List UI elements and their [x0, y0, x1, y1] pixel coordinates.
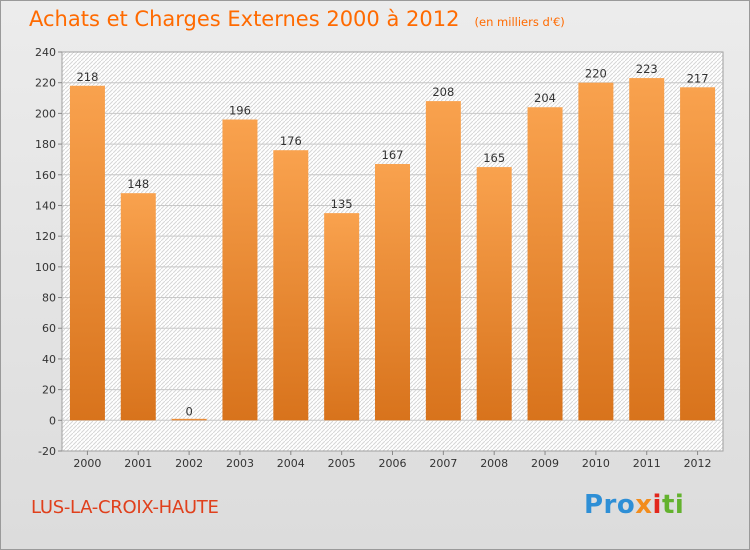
- x-tick-label: 2012: [684, 457, 712, 470]
- x-axis: 2000 2001 2002 2003 2004 2005 2006 2007 2008 2009…: [73, 451, 712, 470]
- logo-part: x: [635, 490, 653, 520]
- y-tick-label: 40: [42, 353, 56, 366]
- y-tick-label: 220: [35, 77, 56, 90]
- bar: [680, 87, 716, 421]
- x-tick-label: 2004: [277, 457, 305, 470]
- bar: [629, 78, 665, 421]
- bars: [69, 78, 716, 421]
- x-tick-label: 2008: [480, 457, 508, 470]
- bar: [375, 164, 410, 421]
- y-tick-label: 160: [35, 169, 56, 182]
- bar: [425, 101, 461, 421]
- x-tick-label: 2001: [124, 457, 152, 470]
- bar: [324, 213, 360, 421]
- bar-value-label: 135: [331, 197, 353, 211]
- data-labels: 218 148 0 196 176 135 167 208 165 204 220 223 217: [76, 62, 708, 418]
- bar-value-label: 196: [229, 104, 251, 118]
- bar-value-label: 148: [127, 177, 149, 191]
- x-tick-label: 2007: [429, 457, 457, 470]
- logo-part: ti: [661, 490, 685, 520]
- y-tick-label: -20: [38, 445, 56, 458]
- bar-value-label: 165: [483, 151, 505, 165]
- x-tick-label: 2003: [226, 457, 254, 470]
- bar-value-label: 217: [687, 71, 709, 85]
- chart-title-group: Achats et Charges Externes 2000 à 2012 (…: [29, 7, 565, 31]
- x-tick-label: 2011: [633, 457, 661, 470]
- y-tick-label: 60: [42, 322, 56, 335]
- chart-subtitle: (en milliers d'€): [474, 15, 565, 29]
- bar-value-label: 0: [185, 404, 192, 418]
- bar: [69, 85, 105, 421]
- x-tick-label: 2010: [582, 457, 610, 470]
- bar-value-label: 208: [432, 85, 454, 99]
- bar: [578, 82, 614, 421]
- y-tick-label: 0: [49, 414, 56, 427]
- bar: [476, 167, 512, 421]
- y-axis: -20 0 20 40 60 80 100 120 140 160 180 200 220 240: [35, 46, 62, 458]
- x-tick-label: 2005: [328, 457, 356, 470]
- y-tick-label: 140: [35, 199, 56, 212]
- bar-value-label: 220: [585, 67, 607, 81]
- x-tick-label: 2000: [73, 457, 101, 470]
- y-tick-label: 200: [35, 107, 56, 120]
- y-tick-label: 100: [35, 261, 56, 274]
- x-tick-label: 2009: [531, 457, 559, 470]
- y-tick-label: 20: [42, 384, 56, 397]
- bar-value-label: 204: [534, 91, 556, 105]
- logo-part: Pro: [584, 490, 636, 520]
- y-tick-label: 80: [42, 292, 56, 305]
- bar: [171, 418, 207, 421]
- bar-value-label: 223: [636, 62, 658, 76]
- y-tick-label: 180: [35, 138, 56, 151]
- bar: [120, 193, 156, 421]
- proxiti-logo: Proxiti: [584, 490, 684, 520]
- x-tick-label: 2006: [379, 457, 407, 470]
- y-tick-label: 240: [35, 46, 56, 59]
- x-tick-label: 2002: [175, 457, 203, 470]
- bar-value-label: 176: [280, 134, 302, 148]
- bar: [273, 150, 309, 421]
- bar: [527, 107, 563, 421]
- bar: [222, 119, 258, 421]
- y-tick-label: 120: [35, 230, 56, 243]
- chart-title: Achats et Charges Externes 2000 à 2012: [29, 7, 460, 31]
- commune-name: LUS-LA-CROIX-HAUTE: [31, 497, 219, 518]
- bar-value-label: 218: [76, 70, 98, 84]
- bar-value-label: 167: [382, 148, 404, 162]
- logo-part: i: [652, 490, 662, 520]
